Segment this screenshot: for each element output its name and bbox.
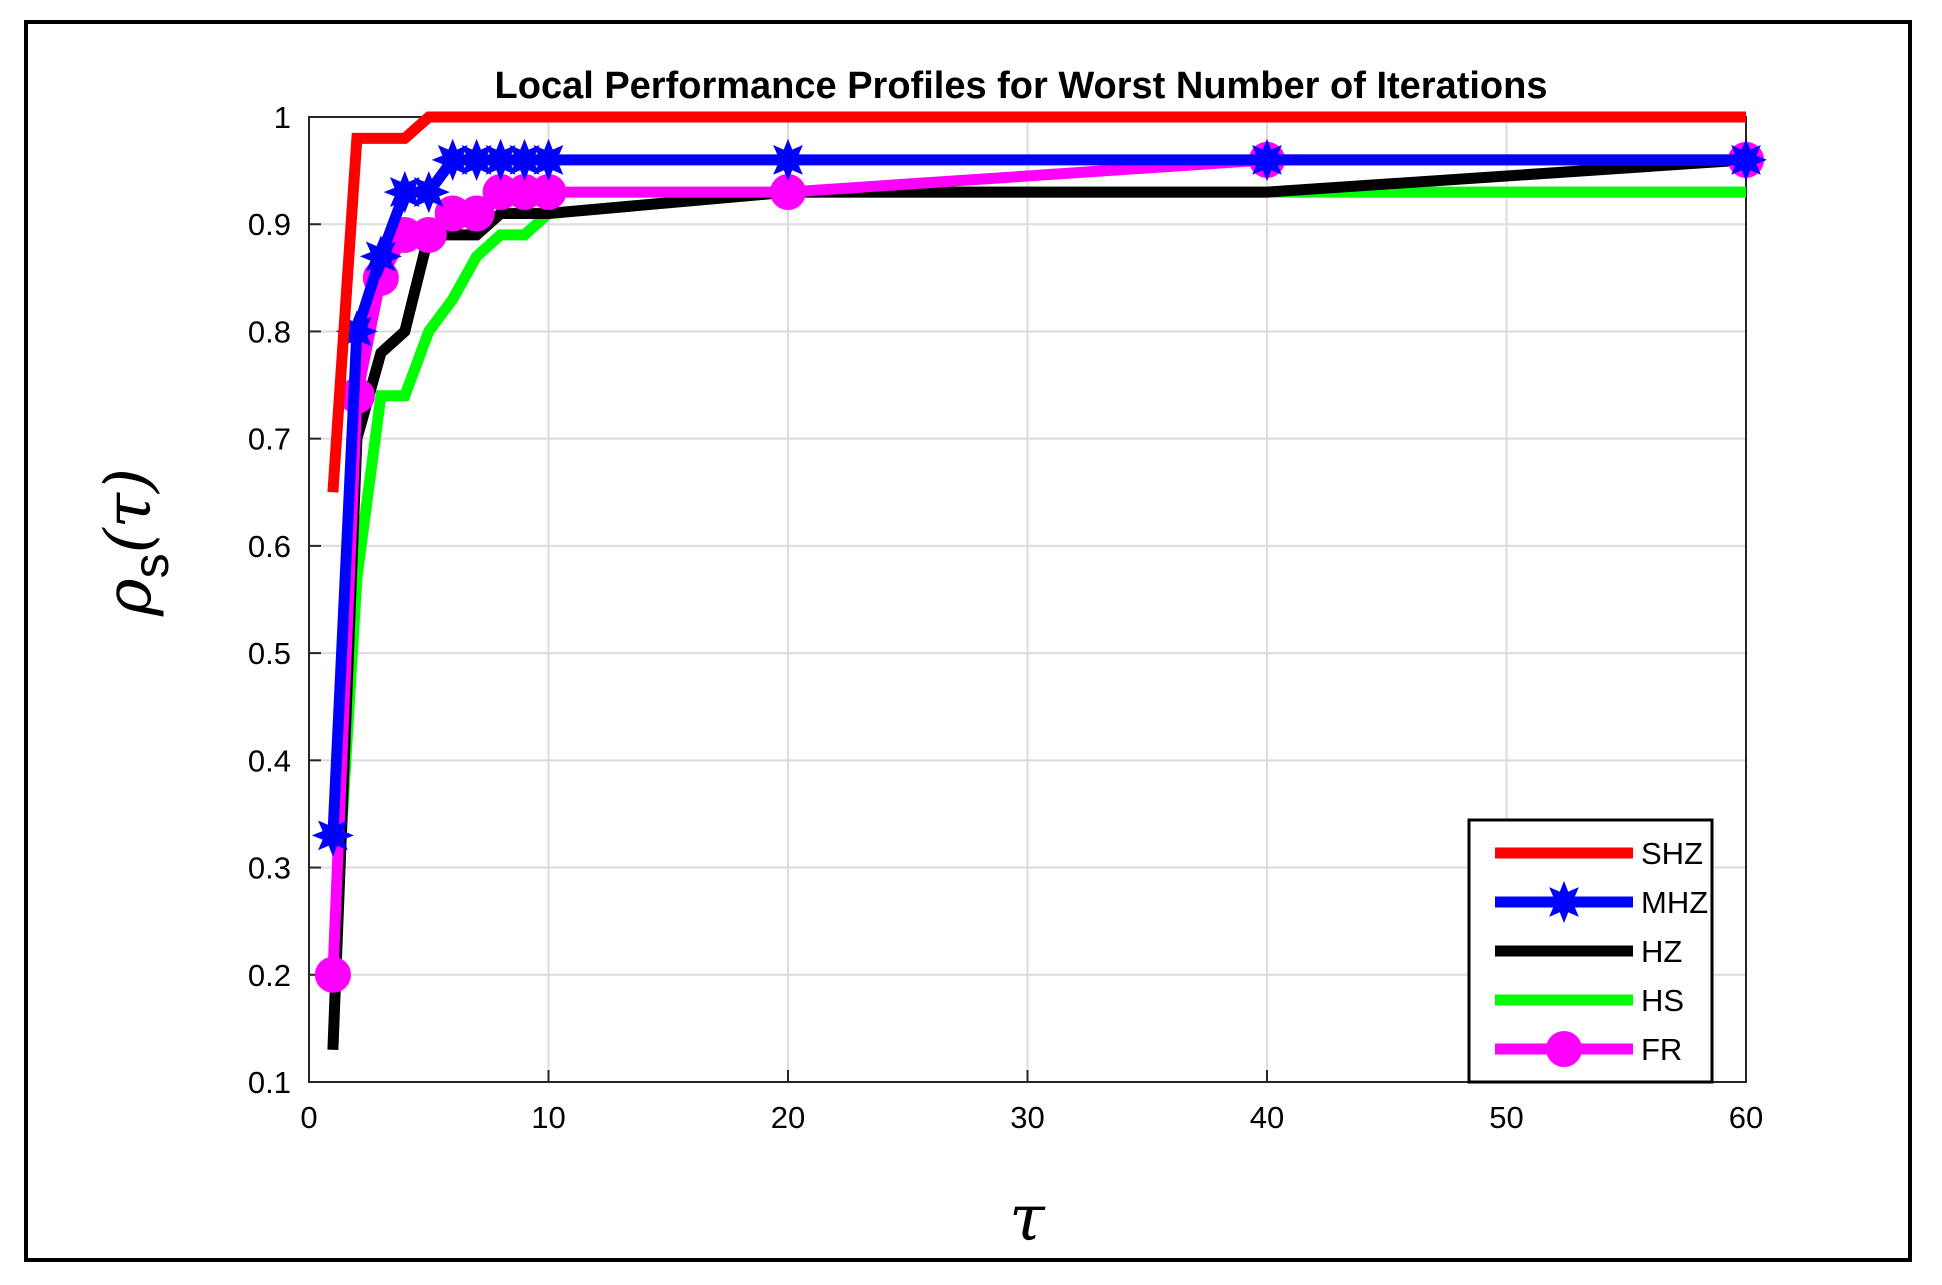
legend-marker <box>1542 880 1586 924</box>
legend-item-fr: FR <box>1495 1031 1682 1067</box>
y-tick-label: 0.4 <box>248 743 291 778</box>
y-tick-label: 0.7 <box>248 422 291 457</box>
x-tick-label: 10 <box>531 1100 565 1135</box>
axis-ticks: 0 10 20 30 40 50 60 0.1 0.2 0.3 0.4 0.5 0.6 0.7 0.8 0.9… <box>248 100 1763 1135</box>
data-point-fr <box>458 195 495 232</box>
x-tick-label: 40 <box>1250 1100 1284 1135</box>
y-axis-label: ρs(τ) <box>92 468 179 617</box>
data-point-mhz <box>359 235 402 278</box>
x-tick-label: 20 <box>771 1100 805 1135</box>
data-point-fr <box>410 216 447 253</box>
series-line-mhz <box>327 154 1746 836</box>
series-mhz <box>311 138 1768 857</box>
series-fr <box>314 141 1764 993</box>
legend-item-shz: SHZ <box>1495 836 1703 871</box>
y-axis-label-arg: (τ) <box>92 468 166 553</box>
legend-item-mhz: MHZ <box>1495 880 1708 924</box>
series-lines <box>311 111 1768 1051</box>
svg-text:ρs(τ): ρs(τ) <box>92 468 179 617</box>
y-tick-label: 0.9 <box>248 207 291 242</box>
y-axis-label-main: ρ <box>92 578 166 617</box>
x-tick-label: 0 <box>300 1100 317 1135</box>
x-axis-label: τ <box>1009 1182 1046 1256</box>
legend-label: SHZ <box>1641 836 1703 871</box>
data-point-mhz <box>1724 138 1768 182</box>
x-tick-label: 60 <box>1729 1100 1763 1135</box>
data-point-mhz <box>479 138 522 182</box>
data-point-mhz <box>1245 138 1289 182</box>
y-tick-label: 0.5 <box>248 636 291 671</box>
legend-marker <box>1546 1031 1582 1067</box>
y-tick-label: 1 <box>274 100 291 135</box>
data-point-mhz <box>407 171 450 214</box>
data-point-mhz <box>431 138 474 182</box>
data-point-mhz <box>383 171 426 214</box>
data-point-mhz <box>455 138 498 181</box>
legend: SHZ MHZ HZ HS FR <box>1467 818 1714 1084</box>
legend-item-hs: HS <box>1495 983 1684 1018</box>
data-point-mhz <box>311 814 354 857</box>
y-axis-label-sub: s <box>123 553 179 578</box>
data-point-fr <box>314 956 351 993</box>
data-point-mhz <box>527 138 570 182</box>
legend-label: FR <box>1641 1032 1682 1067</box>
y-tick-label: 0.6 <box>248 529 291 564</box>
series-line-shz <box>327 111 1746 493</box>
legend-item-hz: HZ <box>1495 934 1682 969</box>
series-shz <box>327 111 1746 493</box>
legend-label: HS <box>1641 983 1684 1018</box>
data-point-mhz <box>766 138 810 182</box>
legend-label: MHZ <box>1641 885 1708 920</box>
y-tick-label: 0.1 <box>248 1065 291 1100</box>
x-tick-label: 50 <box>1489 1100 1523 1135</box>
y-tick-label: 0.2 <box>248 958 291 993</box>
data-point-mhz <box>503 138 546 181</box>
chart-title: Local Performance Profiles for Worst Num… <box>495 65 1548 107</box>
y-tick-label: 0.8 <box>248 314 291 349</box>
legend-label: HZ <box>1641 934 1682 969</box>
y-tick-label: 0.3 <box>248 851 291 886</box>
x-tick-label: 30 <box>1010 1100 1044 1135</box>
